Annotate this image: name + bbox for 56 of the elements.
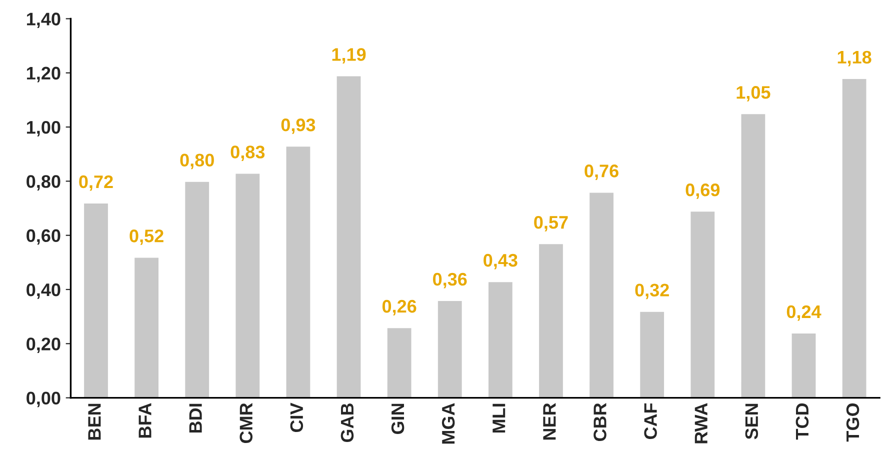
x-tick-label: CMR (240, 403, 253, 444)
data-label: 0,93 (281, 118, 316, 134)
data-label: 0,72 (79, 175, 113, 191)
bar (386, 326, 413, 398)
data-label: 1,19 (332, 48, 366, 64)
y-tick-label: 1,40 (26, 12, 60, 28)
x-tick-label: GIN (391, 404, 404, 434)
x-tick-label: NER (543, 403, 556, 440)
x-tick-label: MGA (442, 403, 455, 444)
bar (133, 256, 160, 398)
y-tick-label: 1,20 (26, 66, 60, 82)
bar (82, 202, 110, 398)
data-label: 1,18 (838, 50, 872, 66)
data-label: 0,52 (130, 230, 164, 245)
y-tick-label: 0,80 (26, 175, 60, 191)
data-label: 0,80 (180, 154, 214, 170)
y-tick-label: 0,40 (26, 283, 60, 299)
data-label: 0,36 (433, 272, 467, 288)
bar (740, 112, 767, 398)
data-label: 0,83 (230, 146, 265, 161)
data-label: 0,24 (786, 305, 822, 321)
bar (234, 172, 261, 398)
y-tick-label: 0,00 (26, 392, 60, 408)
x-tick-label: BFA (138, 403, 152, 438)
data-label: 0,76 (584, 164, 618, 180)
data-label: 1,05 (736, 86, 770, 102)
bar (689, 210, 716, 398)
x-tick-label: SEN (745, 404, 758, 440)
x-tick-label: GAB (340, 403, 354, 442)
x-tick-label: CBR (594, 403, 606, 442)
bar (436, 300, 464, 398)
y-tick-label: 1,00 (26, 120, 60, 136)
bar (538, 242, 564, 398)
x-tick-label: RWA (694, 403, 708, 444)
bar (487, 280, 514, 398)
x-tick-label: BEN (88, 404, 101, 440)
x-tick-label: TCD (796, 403, 809, 440)
data-label: 0,69 (686, 184, 720, 199)
bar (588, 191, 615, 398)
data-label: 0,26 (382, 300, 416, 316)
x-tick-label: MLI (492, 404, 506, 433)
data-label: 0,32 (635, 284, 669, 300)
bar (335, 74, 362, 398)
bar (638, 310, 666, 398)
x-tick-label: CAF (644, 403, 657, 440)
bar (184, 180, 210, 398)
x-tick-label: CIV (290, 402, 304, 432)
y-tick-label: 0,20 (26, 338, 60, 353)
data-label: 0,57 (534, 216, 568, 232)
bar (840, 78, 868, 398)
bar (790, 332, 818, 398)
y-tick-label: 0,60 (26, 229, 60, 245)
bar (284, 145, 312, 398)
x-tick-label: BDI (189, 404, 202, 433)
x-tick-label: TGO (846, 403, 860, 442)
data-label: 0,43 (484, 254, 518, 270)
